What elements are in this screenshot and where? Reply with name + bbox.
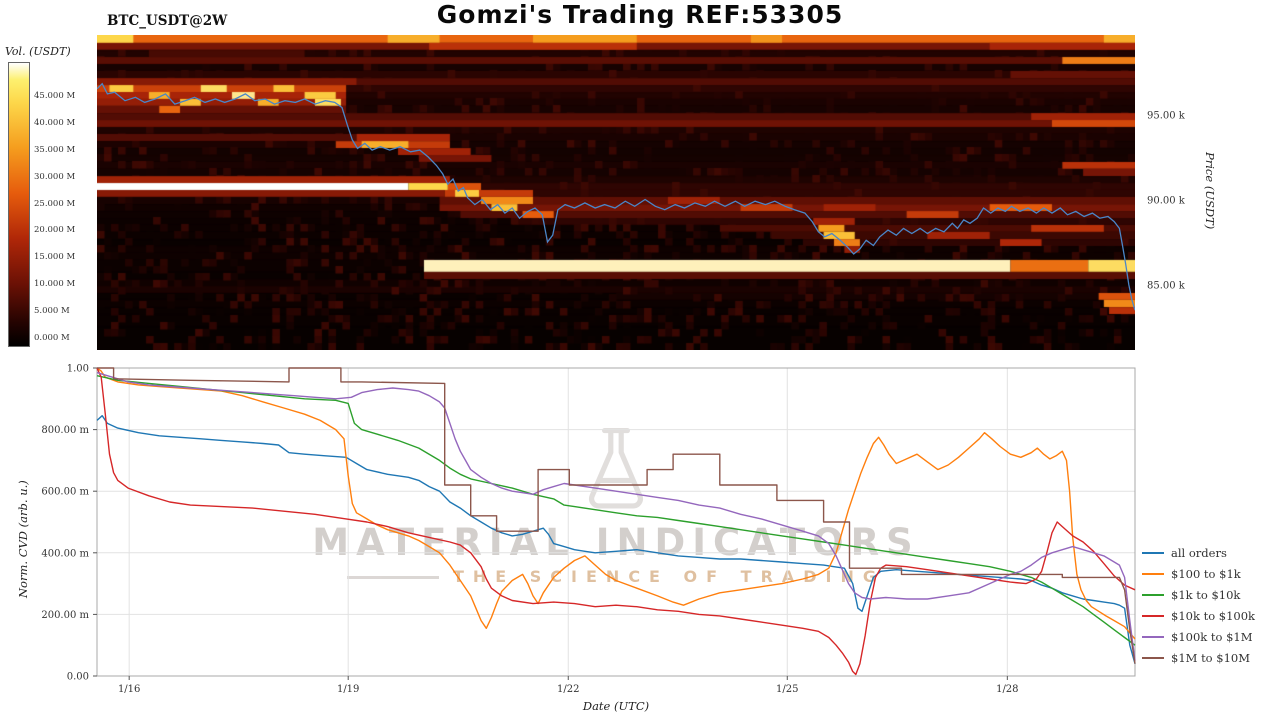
volume-heatmap-canvas (97, 35, 1135, 350)
price-axis-label: Price (USDT) (1203, 152, 1217, 230)
cvd-y-axis-label: Norm. CVD (arb. u.) (16, 480, 30, 598)
legend-swatch (1142, 615, 1164, 617)
legend-swatch (1142, 573, 1164, 575)
legend-item: $1k to $10k (1142, 588, 1255, 602)
x-tick-label: 1/25 (776, 684, 798, 695)
x-tick-label: 1/22 (557, 684, 579, 695)
colorbar-tick-label: 5.000 M (34, 306, 70, 317)
y-tick-label: 800.00 m (41, 425, 89, 436)
x-tick-label: 1/16 (118, 684, 140, 695)
legend-item: $10k to $100k (1142, 609, 1255, 623)
colorbar-tick-label: 35.000 M (34, 144, 76, 155)
legend-swatch (1142, 657, 1164, 659)
price-tick-label: 95.00 k (1147, 110, 1185, 122)
volume-heatmap (97, 35, 1135, 350)
plot-frame (96, 367, 1136, 677)
cvd-chart-svg: 1.00 800.00 m 600.00 m 400.00 m 200.00 m 0.00… (41, 364, 1136, 695)
colorbar-tick-label: 15.000 M (34, 252, 76, 263)
colorbar-tick-label: 20.000 M (34, 225, 76, 236)
legend-label: $1k to $10k (1171, 588, 1241, 602)
legend-swatch (1142, 594, 1164, 596)
page-title: Gomzi's Trading REF:53305 (436, 0, 844, 29)
colorbar-tick-label: 10.000 M (34, 279, 76, 290)
legend-item: all orders (1142, 546, 1255, 560)
legend-label: all orders (1171, 546, 1227, 560)
price-tick-label: 85.00 k (1147, 280, 1185, 292)
y-tick-label: 600.00 m (41, 487, 89, 498)
x-tick-label: 1/19 (337, 684, 359, 695)
colorbar-tick-label: 25.000 M (34, 198, 76, 209)
price-line-svg (97, 82, 1135, 311)
y-tick-label: 0.00 (67, 672, 89, 683)
series-line (96, 367, 1136, 640)
legend-swatch (1142, 552, 1164, 554)
y-tick-label: 1.00 (67, 364, 89, 375)
legend-item: $1M to $10M (1142, 651, 1255, 665)
series-line (96, 367, 1136, 676)
cvd-x-axis-label: Date (UTC) (582, 699, 650, 713)
symbol-label: BTC_USDT@2W (107, 13, 228, 29)
legend-label: $1M to $10M (1171, 651, 1250, 665)
legend-swatch (1142, 636, 1164, 638)
colorbar-tick-label: 30.000 M (34, 171, 76, 182)
colorbar-tick-label: 40.000 M (34, 117, 76, 128)
colorbar-label: Vol. (USDT) (5, 45, 71, 58)
y-tick-label: 200.00 m (41, 610, 89, 621)
colorbar-tick-label: 45.000 M (34, 90, 76, 101)
legend-label: $100 to $1k (1171, 567, 1241, 581)
volume-colorbar (8, 62, 30, 347)
series-line (96, 415, 1136, 664)
series-line (97, 367, 1136, 664)
colorbar-tick-label: 0.000 M (34, 332, 70, 343)
legend: all orders $100 to $1k $1k to $10k $10k to … (1142, 546, 1255, 665)
series-line (96, 371, 1136, 661)
legend-label: $10k to $100k (1171, 609, 1256, 623)
legend-item: $100 to $1k (1142, 567, 1255, 581)
price-line (97, 82, 1135, 311)
x-tick-label: 1/28 (996, 684, 1018, 695)
legend-label: $100k to $1M (1171, 630, 1253, 644)
legend-item: $100k to $1M (1142, 630, 1255, 644)
y-tick-label: 400.00 m (41, 548, 89, 559)
price-tick-label: 90.00 k (1147, 195, 1185, 207)
